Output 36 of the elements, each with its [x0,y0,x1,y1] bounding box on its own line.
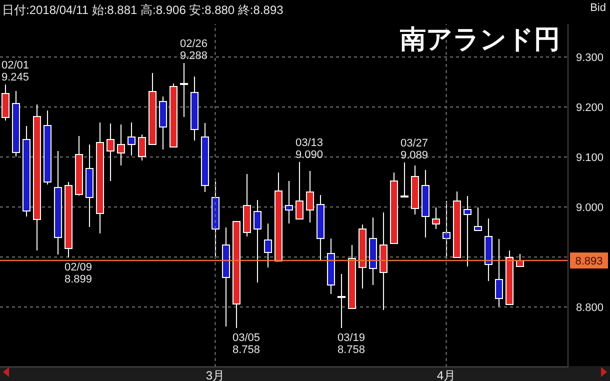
chart-title: 南アランド円 [400,23,560,56]
annotation: 02/01 9.245 [2,60,30,84]
candlestick [432,207,440,230]
annotation: 03/05 8.758 [232,332,260,356]
candlestick [474,207,482,231]
y-tick-label: 9.100 [576,152,604,164]
candlestick [464,196,472,267]
candlestick [442,200,450,259]
candlestick [254,200,262,283]
candlestick [285,180,293,224]
candlestick [495,238,503,307]
y-tick-label: 9.200 [576,102,604,114]
candlestick [106,123,114,182]
candlestick [2,84,10,121]
annotation: 03/19 8.758 [338,332,366,356]
x-tick-label: 3月 [206,368,225,381]
ref-line-label: 8.893 [575,256,603,268]
y-tick-label: 9.000 [576,202,604,214]
candlestick [306,170,314,223]
candlestick [400,162,408,198]
candlestick [128,122,136,156]
y-tick-label: 9.300 [576,52,604,64]
candlestick [296,162,304,220]
candlestick [117,124,125,166]
annotation: 02/09 8.899 [64,262,92,286]
candlestick [180,62,188,118]
annotation: 02/26 9.288 [180,38,208,62]
text: Bid [590,2,606,14]
candlestick [338,274,346,328]
y-tick-label: 8.800 [576,302,604,314]
text: 日付:2018/04/11 始:8.881 高:8.906 安:8.880 終:8.893 [2,2,284,19]
annotation: 03/27 9.089 [400,138,428,162]
candlestick [138,134,146,161]
annotation: 03/13 9.090 [296,137,324,161]
x-tick-label: 4月 [436,368,456,381]
candlestick [264,223,272,268]
